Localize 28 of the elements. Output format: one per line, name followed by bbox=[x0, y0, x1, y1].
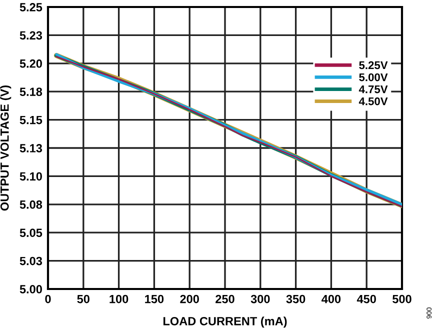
x-tick-label: 0 bbox=[45, 294, 51, 304]
legend-label: 4.50V bbox=[358, 97, 388, 106]
y-tick-label: 5.03 bbox=[20, 256, 42, 266]
x-tick-label: 350 bbox=[286, 294, 306, 304]
y-axis-title: OUTPUT VOLTAGE (V) bbox=[0, 86, 12, 211]
y-tick-label: 5.05 bbox=[20, 228, 42, 237]
x-tick-label: 200 bbox=[180, 294, 199, 304]
x-tick-label: 100 bbox=[110, 294, 128, 304]
y-tick-label: 5.18 bbox=[20, 88, 42, 96]
x-tick-label: 150 bbox=[145, 294, 164, 304]
y-tick-label: 5.10 bbox=[20, 172, 42, 181]
legend-label: 5.00V bbox=[359, 73, 388, 82]
x-tick-label: 250 bbox=[216, 294, 234, 304]
x-axis-title: LOAD CURRENT (mA) bbox=[163, 316, 287, 328]
x-tick-label: 300 bbox=[250, 294, 270, 304]
y-tick-label: 5.20 bbox=[20, 59, 42, 68]
x-tick-label: 50 bbox=[77, 294, 90, 304]
y-tick-label: 5.08 bbox=[20, 200, 42, 209]
y-tick-label: 5.13 bbox=[20, 144, 42, 152]
y-tick-label: 5.25 bbox=[20, 3, 42, 12]
y-tick-label: 5.15 bbox=[20, 116, 42, 124]
y-tick-label: 5.23 bbox=[20, 31, 42, 40]
legend-label: 4.75V bbox=[358, 85, 388, 94]
x-tick-label: 400 bbox=[322, 294, 341, 304]
legend-label: 5.25V bbox=[359, 61, 388, 70]
y-tick-label: 5.00 bbox=[20, 285, 42, 294]
x-tick-label: 500 bbox=[392, 294, 412, 304]
x-tick-label: 450 bbox=[356, 294, 376, 304]
